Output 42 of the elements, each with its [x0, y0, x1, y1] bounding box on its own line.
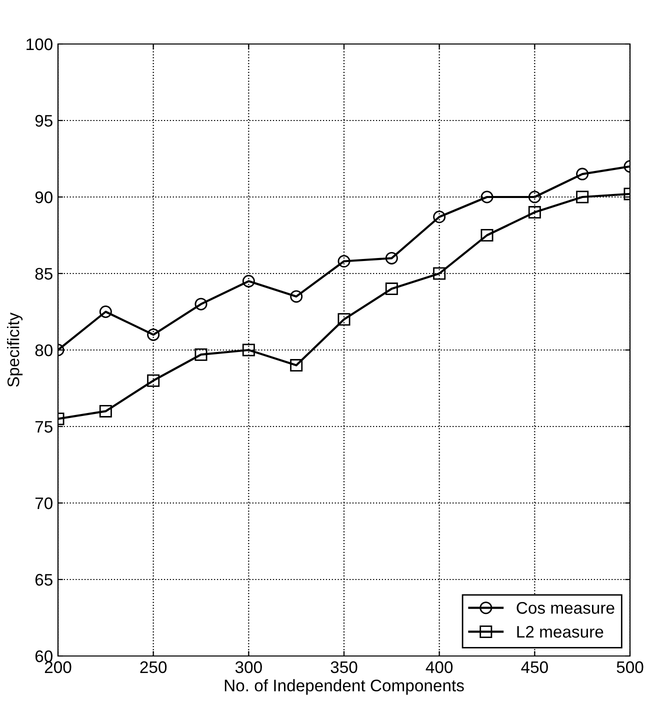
point	[242, 274, 255, 288]
point	[385, 282, 398, 296]
point	[99, 306, 112, 318]
point	[528, 190, 541, 204]
y-tick-label: 100	[26, 38, 52, 50]
point	[242, 344, 255, 356]
y-tick-label: 85	[35, 268, 52, 280]
point	[576, 168, 589, 180]
x-tick-label: 300	[235, 661, 262, 674]
y-tick-label: 60	[35, 650, 52, 662]
point	[194, 348, 208, 361]
x-tick-label: 200	[44, 661, 72, 674]
x-tick-label: 450	[521, 661, 548, 674]
point	[433, 210, 446, 224]
point	[338, 255, 350, 268]
point	[147, 328, 160, 341]
point	[576, 190, 589, 204]
y-tick-label: 75	[35, 421, 52, 433]
y-tick-label: 95	[35, 114, 52, 127]
x-tick-label: 500	[616, 661, 644, 674]
y-tick-label: 70	[35, 497, 52, 510]
legend-label: Cos measure	[516, 602, 614, 614]
x-axis-title: No. of Independent Components	[224, 679, 464, 695]
point	[433, 267, 446, 280]
point	[528, 206, 541, 219]
point	[99, 404, 112, 418]
legend-label: L2 measure	[517, 626, 604, 638]
point	[147, 374, 160, 387]
point	[480, 229, 494, 242]
y-tick-label: 80	[35, 344, 52, 356]
point	[290, 359, 303, 372]
x-tick-label: 350	[330, 661, 358, 674]
y-tick-label: 90	[35, 191, 52, 204]
x-tick-label: 400	[426, 661, 453, 674]
point	[480, 190, 494, 204]
y-tick-label: 65	[35, 574, 52, 586]
point	[385, 252, 398, 264]
x-tick-label: 250	[140, 661, 167, 674]
point	[194, 298, 208, 310]
y-axis-title: Specificity	[7, 312, 23, 387]
point	[290, 290, 303, 303]
point	[338, 313, 350, 326]
